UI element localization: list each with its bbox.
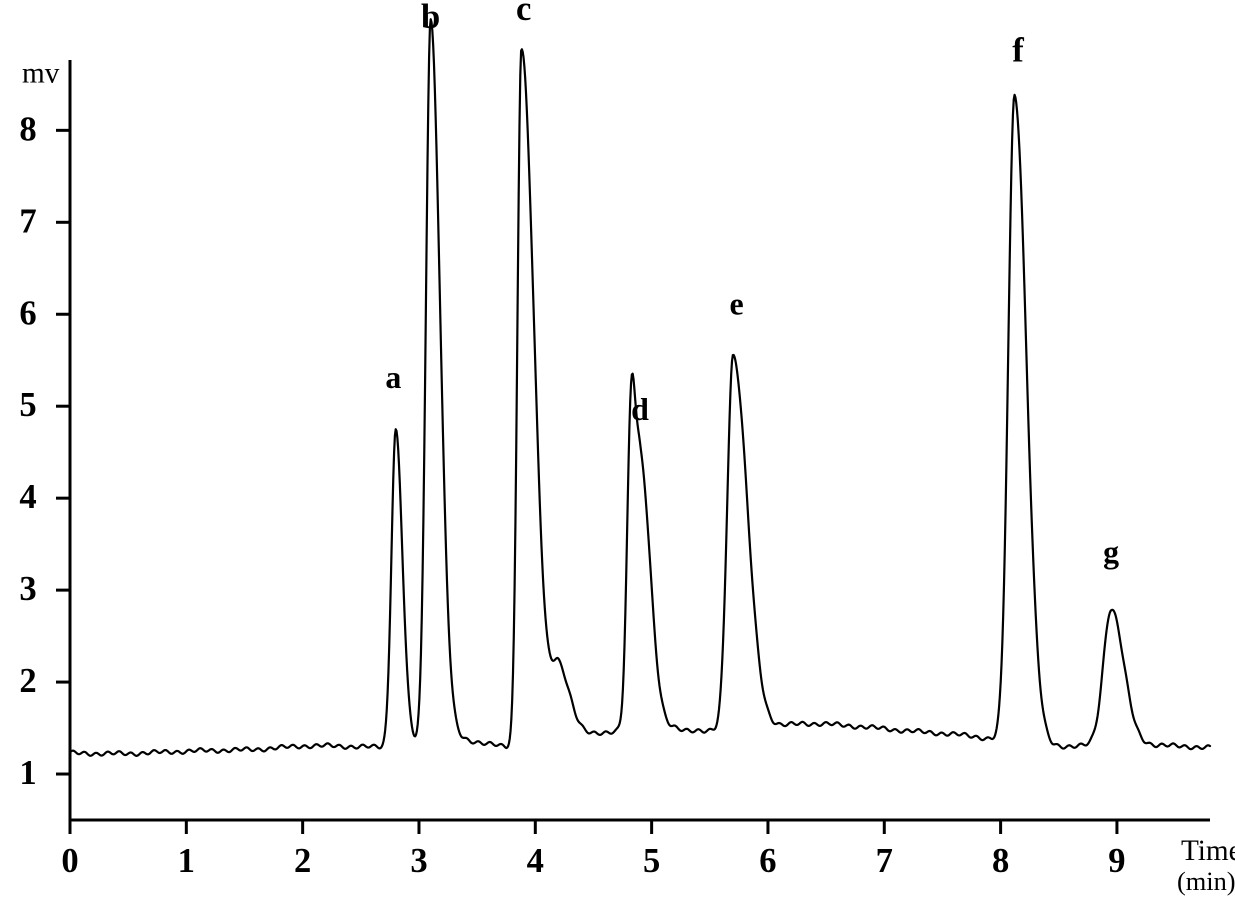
y-tick-label: 8 [19, 110, 36, 148]
peak-label-a: a [385, 360, 401, 395]
peak-label-c: c [516, 0, 531, 28]
chromatogram-chart: 1 2 3 4 5 6 7 8 0 1 2 3 4 5 6 7 8 9 mv Time(min) a b c d e f g [0, 0, 1235, 922]
x-tick-label: 6 [759, 842, 776, 880]
x-tick-label: 2 [294, 842, 311, 880]
x-tick-label: 9 [1108, 842, 1125, 880]
peak-label-g: g [1103, 535, 1119, 570]
y-axis-label: mv [22, 57, 60, 89]
y-tick-label: 6 [19, 294, 36, 332]
y-tick-label: 1 [19, 754, 36, 792]
x-axis-sublabel: (min) [1177, 866, 1235, 896]
x-tick-label: 7 [876, 842, 893, 880]
x-axis-label: Time [1181, 835, 1235, 867]
peak-label-f: f [1012, 31, 1024, 69]
x-tick-label: 5 [643, 842, 660, 880]
x-tick-label: 8 [992, 842, 1009, 880]
y-tick-label: 7 [19, 202, 36, 240]
peak-label-e: e [729, 286, 743, 321]
y-tick-label: 3 [19, 570, 36, 608]
x-tick-label: 0 [61, 842, 78, 880]
y-tick-label: 2 [19, 662, 36, 700]
x-tick-label: 3 [410, 842, 427, 880]
x-tick-label: 4 [527, 842, 544, 880]
x-tick-label: 1 [178, 842, 195, 880]
y-tick-label: 5 [19, 386, 36, 424]
chart-svg: 1 2 3 4 5 6 7 8 0 1 2 3 4 5 6 7 8 9 mv Time(min) a b c d e f g [0, 0, 1235, 922]
peak-label-b: b [421, 0, 440, 36]
peak-label-d: d [631, 392, 649, 427]
y-tick-label: 4 [19, 478, 36, 516]
